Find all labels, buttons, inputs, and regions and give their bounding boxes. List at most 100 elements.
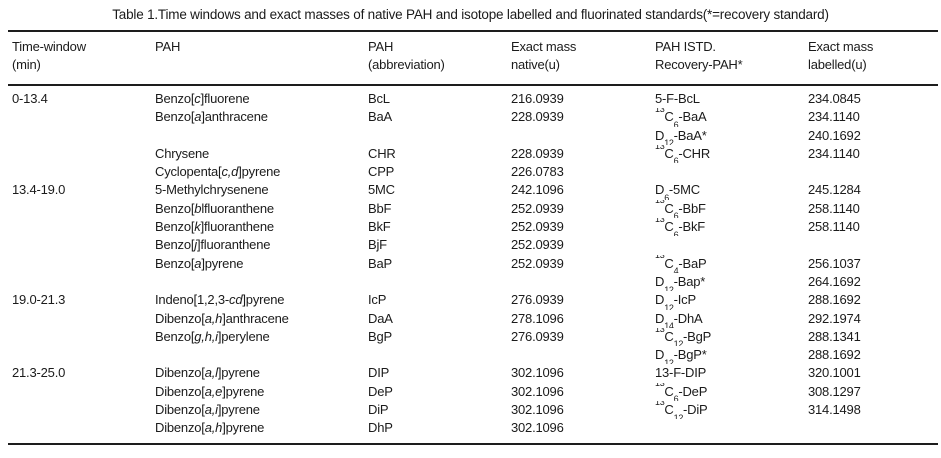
cell-pah: Benzo[k]fluoranthene bbox=[155, 219, 274, 235]
cell-abbreviation: 5MC bbox=[368, 182, 395, 198]
cell-time-window: 0-13.4 bbox=[12, 91, 48, 106]
table-row: 0-13.4 Benzo[c]fluorene BcL 216.0939 5-F-BcL… bbox=[8, 85, 938, 108]
col-header-line: Time-window bbox=[12, 39, 86, 54]
cell-istd bbox=[655, 236, 808, 254]
cell-pah bbox=[155, 127, 368, 145]
cell-pah: Dibenzo[a,h]pyrene bbox=[155, 420, 265, 436]
cell-istd: D12-Bap* bbox=[655, 273, 706, 292]
cell-time-window bbox=[8, 273, 155, 291]
col-header-line: Exact mass bbox=[511, 39, 577, 54]
cell-istd: 13C12-BgP bbox=[655, 327, 712, 347]
table-row: Cyclopenta[c,d]pyrene CPP 226.0783 bbox=[8, 163, 938, 181]
cell-pah: Dibenzo[a,l]pyrene bbox=[155, 365, 260, 381]
cell-pah bbox=[155, 273, 368, 291]
cell-istd bbox=[655, 419, 808, 443]
cell-abbreviation: BjF bbox=[368, 237, 387, 253]
cell-exact-mass-native: 252.0939 bbox=[511, 219, 564, 235]
table-row: Benzo[a]pyrene BaP 252.0939 13C4-BaP 256.103… bbox=[8, 255, 938, 273]
table-row: Chrysene CHR 228.0939 13C6-CHR 234.1140 bbox=[8, 145, 938, 163]
cell-pah: Benzo[c]fluorene bbox=[155, 91, 250, 106]
cell-pah: Cyclopenta[c,d]pyrene bbox=[155, 164, 281, 180]
table-row: Benzo[blfluoranthene BbF 252.0939 13C6-BbF 2… bbox=[8, 200, 938, 218]
cell-abbreviation: DhP bbox=[368, 420, 393, 436]
cell-time-window bbox=[8, 127, 155, 145]
col-header-line: (min) bbox=[12, 57, 41, 72]
cell-exact-mass-labelled bbox=[808, 236, 938, 254]
cell-exact-mass-native: 302.1096 bbox=[511, 402, 564, 418]
cell-istd: 13C6-BkF bbox=[655, 218, 705, 237]
table-row: Benzo[k]fluoranthene BkF 252.0939 13C6-BkF 2… bbox=[8, 218, 938, 236]
cell-pah: Chrysene bbox=[155, 145, 210, 161]
cell-exact-mass-native: 226.0783 bbox=[511, 164, 564, 180]
cell-istd: D14-DhA bbox=[655, 310, 703, 328]
cell-exact-mass-native: 252.0939 bbox=[511, 237, 564, 253]
cell-exact-mass-native: 276.0939 bbox=[511, 328, 564, 344]
cell-exact-mass-labelled: 292.1974 bbox=[808, 310, 861, 326]
col-header-line: Exact mass bbox=[808, 39, 874, 54]
table-row: Benzo[a]anthracene BaA 228.0939 13C6-BaA 234… bbox=[8, 108, 938, 126]
cell-abbreviation: IcP bbox=[368, 292, 387, 308]
table-row: Dibenzo[a,e]pyrene DeP 302.1096 13C6-DeP 308… bbox=[8, 383, 938, 401]
cell-time-window bbox=[8, 108, 155, 126]
header-row: Time-window (min) PAH PAH (abbreviation)… bbox=[8, 31, 938, 86]
cell-istd: 13C6-DeP bbox=[655, 382, 708, 402]
cell-abbreviation: CPP bbox=[368, 164, 395, 180]
cell-istd: 13C4-BaP bbox=[655, 254, 707, 273]
cell-time-window bbox=[8, 255, 155, 273]
cell-istd: 13C6-BaA bbox=[655, 108, 707, 127]
cell-time-window: 21.3-25.0 bbox=[12, 365, 66, 381]
cell-time-window bbox=[8, 163, 155, 181]
col-header-exact-mass-native: Exact mass native(u) bbox=[511, 31, 655, 86]
cell-time-window bbox=[8, 236, 155, 254]
cell-exact-mass-native: 216.0939 bbox=[511, 91, 564, 106]
cell-istd: 5-F-BcL bbox=[655, 91, 700, 106]
cell-exact-mass-native: 228.0939 bbox=[511, 145, 564, 161]
col-header-exact-mass-labelled: Exact mass labelled(u) bbox=[808, 31, 938, 86]
cell-exact-mass-native: 278.1096 bbox=[511, 310, 564, 326]
col-header-line: PAH bbox=[368, 39, 394, 54]
table-row: Benzo[j]fluoranthene BjF 252.0939 bbox=[8, 236, 938, 254]
cell-exact-mass-native: 252.0939 bbox=[511, 200, 564, 216]
table-row: D12-BaA* 240.1692 bbox=[8, 127, 938, 145]
cell-exact-mass-native: 252.0939 bbox=[511, 255, 564, 271]
cell-istd: 13-F-DIP bbox=[655, 365, 707, 381]
col-header-pah: PAH bbox=[155, 31, 368, 86]
cell-time-window bbox=[8, 218, 155, 236]
col-header-pah-istd: PAH ISTD. Recovery-PAH* bbox=[655, 31, 808, 86]
pah-time-window-table: Time-window (min) PAH PAH (abbreviation)… bbox=[8, 30, 938, 445]
cell-exact-mass-labelled: 288.1341 bbox=[808, 328, 861, 344]
cell-exact-mass-native bbox=[511, 273, 655, 291]
cell-pah bbox=[155, 346, 368, 364]
cell-exact-mass-labelled bbox=[808, 419, 938, 443]
col-header-time-window: Time-window (min) bbox=[8, 31, 155, 86]
cell-exact-mass-native: 302.1096 bbox=[511, 383, 564, 399]
cell-exact-mass-labelled: 258.1140 bbox=[808, 219, 860, 235]
table-row: D12-Bap* 264.1692 bbox=[8, 273, 938, 291]
table-caption: Table 1.Time windows and exact masses of… bbox=[112, 7, 829, 22]
col-header-line: PAH ISTD. bbox=[655, 39, 716, 54]
cell-abbreviation: BkF bbox=[368, 219, 391, 235]
cell-pah: Benzo[a]anthracene bbox=[155, 109, 268, 125]
table-row: Dibenzo[a,h]pyrene DhP 302.1096 bbox=[8, 419, 938, 443]
cell-abbreviation: BgP bbox=[368, 328, 392, 344]
cell-abbreviation: BbF bbox=[368, 200, 392, 216]
cell-abbreviation bbox=[368, 127, 511, 145]
cell-exact-mass-labelled: 314.1498 bbox=[808, 402, 861, 418]
cell-istd: D12-IcP bbox=[655, 292, 696, 310]
cell-exact-mass-labelled: 288.1692 bbox=[808, 292, 861, 308]
table-header: Time-window (min) PAH PAH (abbreviation)… bbox=[8, 31, 938, 86]
cell-time-window bbox=[8, 383, 155, 401]
cell-exact-mass-labelled: 258.1140 bbox=[808, 200, 860, 216]
cell-pah: Benzo[j]fluoranthene bbox=[155, 237, 271, 253]
table-row: Dibenzo[a,h]anthracene DaA 278.1096 D14-DhA… bbox=[8, 310, 938, 328]
cell-abbreviation: DiP bbox=[368, 402, 389, 418]
cell-abbreviation: BaA bbox=[368, 109, 392, 125]
cell-abbreviation bbox=[368, 346, 511, 364]
col-header-pah-abbreviation: PAH (abbreviation) bbox=[368, 31, 511, 86]
cell-exact-mass-labelled bbox=[808, 163, 938, 181]
table-row: 13.4-19.0 5-Methylchrysenene 5MC 242.1096 D6… bbox=[8, 181, 938, 199]
cell-time-window bbox=[8, 328, 155, 346]
cell-abbreviation bbox=[368, 273, 511, 291]
cell-time-window bbox=[8, 310, 155, 328]
cell-istd: D6-5MC bbox=[655, 182, 700, 200]
